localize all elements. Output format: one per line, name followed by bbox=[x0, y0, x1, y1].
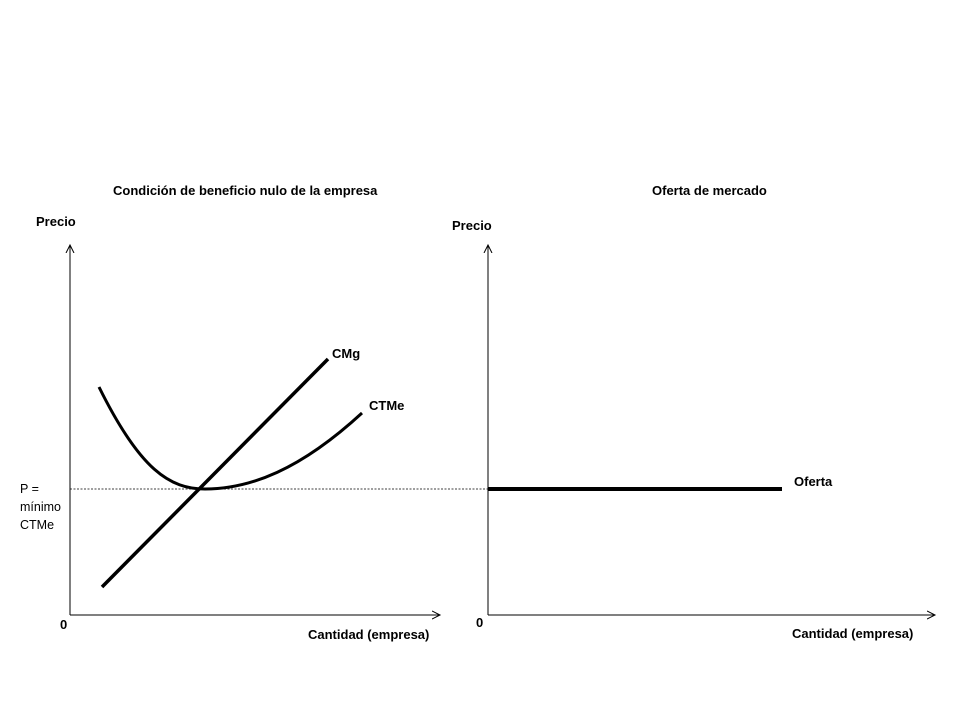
right-origin-label: 0 bbox=[476, 615, 484, 630]
supply-line-label: Oferta bbox=[794, 474, 833, 489]
price-label-line-3: CTMe bbox=[20, 518, 55, 532]
price-label-line-1: P = bbox=[20, 482, 39, 496]
left-x-axis-label: Cantidad (empresa) bbox=[308, 627, 430, 642]
right-x-axis-label: Cantidad (empresa) bbox=[792, 626, 914, 641]
left-origin-label: 0 bbox=[60, 617, 68, 632]
right-y-axis-label: Precio bbox=[452, 218, 492, 233]
right-panel-title: Oferta de mercado bbox=[652, 183, 767, 198]
mc-curve-label: CMg bbox=[332, 346, 361, 361]
left-y-axis-label: Precio bbox=[36, 214, 76, 229]
price-label-line-2: mínimo bbox=[20, 500, 61, 514]
atc-curve-label: CTMe bbox=[369, 398, 405, 413]
price-label: P = mínimo CTMe bbox=[20, 480, 61, 534]
atc-curve bbox=[97, 386, 364, 491]
left-panel-title: Condición de beneficio nulo de la empres… bbox=[113, 183, 378, 198]
mc-curve bbox=[100, 357, 330, 589]
